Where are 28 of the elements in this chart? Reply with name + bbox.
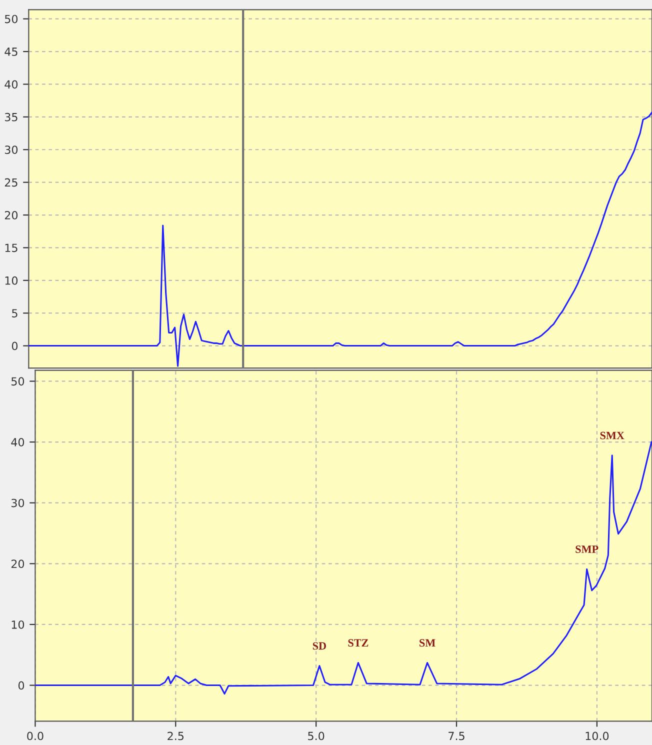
y-tick-label: 10 (12, 620, 24, 629)
y-tick-label: 5 (12, 309, 18, 318)
x-tick-label: 0.0 (27, 732, 44, 740)
line-series (35, 441, 652, 695)
y-tick-label: 10 (5, 276, 18, 285)
y-tick-label: 40 (11, 438, 24, 446)
y-tick-label: 20 (11, 560, 24, 568)
x-tick-label: 5.0 (308, 732, 324, 740)
annotation: SM (420, 639, 436, 647)
annotation: SD (312, 642, 326, 650)
y-tick-label: 40 (4, 80, 18, 89)
y-tick-label: 0 (12, 342, 18, 350)
annotation: SMX (600, 432, 624, 440)
y-tick-label: 35 (4, 112, 18, 122)
annotation: SMP (576, 546, 598, 553)
y-tick-label: 25 (4, 178, 18, 187)
y-tick-label: 45 (4, 48, 18, 56)
y-tick-label: 0 (18, 681, 24, 690)
y-tick-label: 50 (12, 377, 24, 386)
y-tick-label: 30 (12, 498, 24, 508)
y-tick-label: 20 (4, 210, 18, 220)
annotation: STZ (348, 639, 368, 647)
y-tick-label: 50 (4, 14, 18, 24)
y-tick-label: 30 (4, 146, 18, 154)
y-tick-label: 15 (5, 244, 18, 252)
x-tick-label: 2.5 (168, 732, 184, 740)
x-tick-label: 7.5 (448, 732, 464, 740)
x-tick-label: 10.0 (586, 732, 609, 740)
